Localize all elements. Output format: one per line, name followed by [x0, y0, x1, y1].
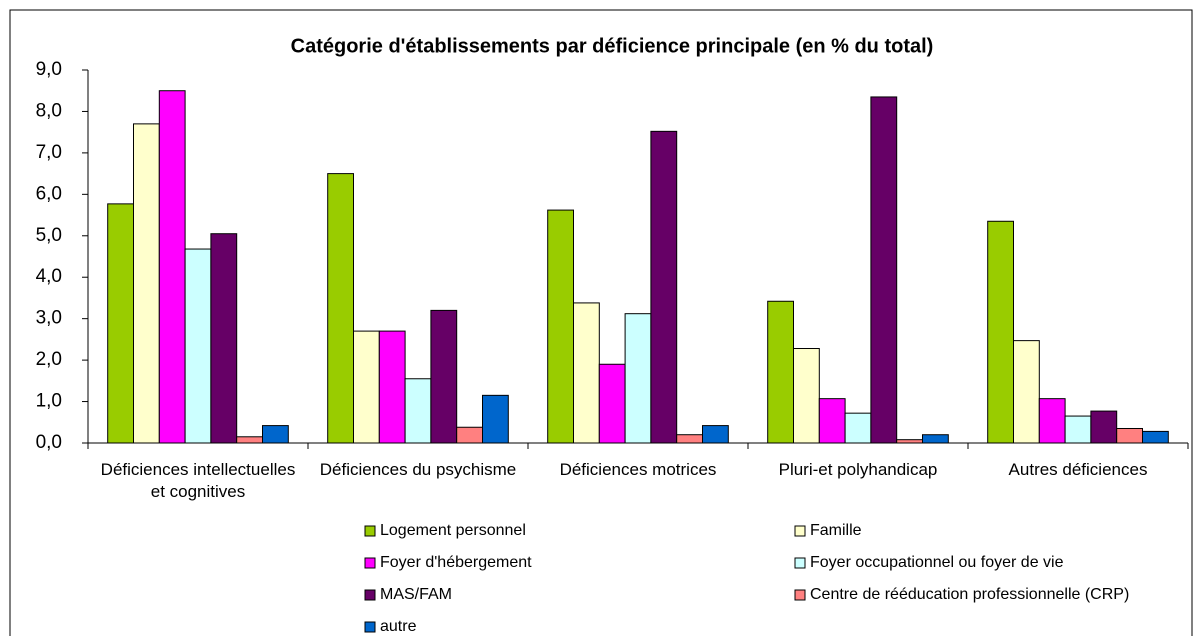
chart-title: Catégorie d'établissements par déficienc… — [291, 35, 934, 57]
bar — [624, 313, 652, 444]
y-tick-label: 1,0 — [36, 391, 62, 412]
bar — [210, 233, 238, 444]
legend-swatch — [364, 589, 376, 601]
legend-swatch — [364, 557, 376, 569]
bar — [793, 348, 820, 444]
bar — [184, 248, 212, 444]
bar — [702, 425, 729, 444]
y-tick-label: 5,0 — [36, 225, 62, 246]
y-tick-label: 9,0 — [36, 59, 62, 80]
bar — [262, 425, 289, 444]
bar — [158, 90, 186, 444]
bar — [844, 412, 872, 444]
bar — [1038, 398, 1066, 444]
y-tick-label: 3,0 — [36, 308, 62, 329]
bar — [870, 96, 898, 444]
x-tick-label: Déficiences motrices — [559, 460, 717, 479]
bar — [353, 330, 380, 444]
bar — [404, 378, 432, 444]
bar — [767, 300, 795, 444]
bar — [598, 363, 626, 444]
x-tick-label: Autres déficiences — [1008, 460, 1148, 479]
legend-swatch — [794, 557, 806, 569]
bar — [547, 209, 575, 444]
y-tick-label: 4,0 — [36, 266, 62, 287]
bar — [650, 130, 678, 444]
legend-swatch — [364, 621, 376, 633]
legend-swatch — [794, 525, 806, 537]
legend-label: Foyer occupationnel ou foyer de vie — [810, 554, 1064, 571]
bar — [676, 434, 704, 444]
legend-label: autre — [380, 618, 417, 635]
bar — [1013, 340, 1040, 444]
bar — [1116, 427, 1143, 444]
legend-label: Foyer d'hébergement — [380, 554, 532, 571]
legend-label: Logement personnel — [380, 522, 526, 539]
x-tick-label: Déficiences intellectuelles et cognitive… — [100, 460, 296, 501]
y-tick-label: 2,0 — [36, 349, 62, 370]
bar — [107, 203, 134, 444]
legend-swatch — [364, 525, 376, 537]
bar — [456, 426, 484, 444]
x-tick-label: Pluri-et polyhandicap — [778, 460, 938, 479]
legend-swatch — [794, 589, 806, 601]
legend-label: Famille — [810, 522, 862, 539]
bar — [1064, 415, 1092, 444]
bar — [573, 302, 600, 444]
y-tick-label: 8,0 — [36, 100, 62, 121]
bar — [236, 436, 263, 444]
bar — [482, 394, 509, 444]
bar — [987, 220, 1015, 444]
legend-label: MAS/FAM — [380, 586, 452, 603]
y-tick-label: 6,0 — [36, 183, 62, 204]
bar — [430, 309, 458, 444]
y-tick-label: 0,0 — [36, 432, 62, 453]
bar — [1090, 410, 1118, 444]
bar — [378, 330, 406, 444]
bar — [133, 123, 160, 444]
bar — [896, 439, 924, 444]
bar — [327, 173, 355, 444]
legend-label: Centre de rééducation professionnelle (C… — [810, 586, 1129, 603]
bar — [1142, 430, 1169, 444]
bar — [818, 398, 846, 444]
x-tick-label: Déficiences du psychisme — [319, 460, 517, 479]
bar — [922, 434, 949, 444]
y-tick-label: 7,0 — [36, 142, 62, 163]
